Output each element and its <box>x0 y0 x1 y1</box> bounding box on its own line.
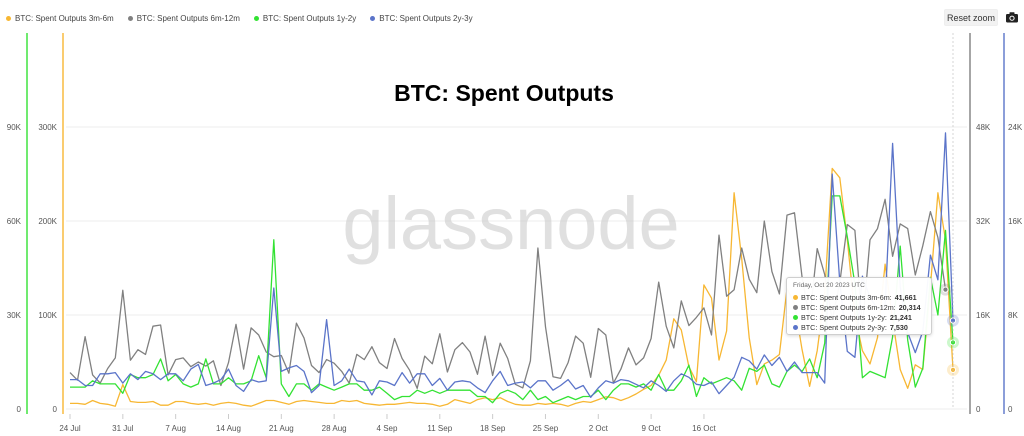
tooltip-label: BTC: Spent Outputs 2y-3y: <box>801 322 887 332</box>
tooltip-label: BTC: Spent Outputs 3m-6m: <box>801 292 892 302</box>
tooltip-label: BTC: Spent Outputs 1y-2y: <box>801 312 887 322</box>
series-line-6m-12m <box>69 198 947 390</box>
tooltip-date: Friday, Oct 20 2023 UTC <box>793 282 865 289</box>
y-tick-label: 300K <box>38 123 57 132</box>
x-tick-label: 24 Jul <box>59 424 81 433</box>
tooltip-value: 41,661 <box>894 292 917 302</box>
y-tick-label: 200K <box>38 217 57 226</box>
legend-label: BTC: Spent Outputs 6m-12m <box>136 13 240 23</box>
x-tick-label: 7 Aug <box>165 424 185 433</box>
x-tick-label: 18 Sep <box>480 424 506 433</box>
tooltip-dot-icon <box>793 324 798 330</box>
y-tick-label: 0 <box>53 405 58 414</box>
tooltip-row: BTC: Spent Outputs 2y-3y: 7,530 <box>793 322 925 332</box>
tooltip-value: 7,530 <box>889 322 908 332</box>
legend-item-0[interactable]: BTC: Spent Outputs 3m-6m <box>6 14 114 23</box>
tooltip-row: BTC: Spent Outputs 6m-12m: 20,314 <box>793 302 925 312</box>
x-tick-label: 21 Aug <box>269 424 294 433</box>
y-tick-label: 0 <box>976 405 981 414</box>
series-line-1y-2y <box>70 195 954 404</box>
tooltip-dot-icon <box>793 314 798 320</box>
x-tick-label: 2 Oct <box>589 424 609 433</box>
x-tick-label: 16 Oct <box>692 424 716 433</box>
legend-dot-icon <box>6 15 11 21</box>
y-tick-label: 16K <box>976 311 991 320</box>
tooltip-label: BTC: Spent Outputs 6m-12m: <box>801 302 896 312</box>
y-tick-label: 32K <box>976 217 991 226</box>
x-tick-label: 14 Aug <box>216 424 241 433</box>
x-tick-label: 11 Sep <box>427 424 452 433</box>
legend-label: BTC: Spent Outputs 2y-3y <box>379 13 473 23</box>
x-tick-label: 4 Sep <box>377 424 398 433</box>
reset-zoom-button[interactable]: Reset zoom <box>944 9 998 26</box>
y-tick-label: 30K <box>7 311 22 320</box>
legend-item-3[interactable]: BTC: Spent Outputs 2y-3y <box>370 13 473 23</box>
chart-tooltip: Friday, Oct 20 2023 UTC BTC: Spent Outpu… <box>786 277 932 335</box>
x-tick-label: 31 Jul <box>112 424 134 433</box>
x-tick-label: 25 Sep <box>533 424 559 433</box>
legend-item-2[interactable]: BTC: Spent Outputs 1y-2y <box>253 13 357 23</box>
legend-label: BTC: Spent Outputs 3m-6m <box>15 13 114 23</box>
watermark: glassnode <box>342 182 679 265</box>
x-tick-label: 9 Oct <box>642 424 662 433</box>
tooltip-row: BTC: Spent Outputs 1y-2y: 21,241 <box>793 312 925 322</box>
series-line-2y-3y <box>70 132 954 398</box>
y-tick-label: 100K <box>38 311 57 320</box>
hover-marker-6m-12m <box>942 286 949 293</box>
chart-title: BTC: Spent Outputs <box>394 80 614 106</box>
tooltip-value: 20,314 <box>898 302 921 312</box>
x-tick-label: 28 Aug <box>322 424 347 433</box>
y-tick-label: 48K <box>976 123 991 132</box>
legend-dot-icon <box>370 15 376 21</box>
tooltip-dot-icon <box>793 304 798 310</box>
legend-item-1[interactable]: BTC: Spent Outputs 6m-12m <box>127 13 240 23</box>
hover-markers <box>939 33 959 409</box>
series-line-3m-6m <box>70 167 954 407</box>
camera-icon[interactable] <box>1005 10 1019 24</box>
tooltip-row: BTC: Spent Outputs 3m-6m: 41,661 <box>793 292 925 302</box>
y-tick-label: 90K <box>7 123 22 132</box>
series-lines <box>69 132 954 407</box>
x-axis-ticks: 24 Jul 31 Jul 7 Aug 14 Aug 21 Aug 28 Aug 4 Sep… <box>59 414 717 433</box>
y-tick-label: 16K <box>1008 217 1023 226</box>
y-axes: 0 30K 60K 90K 0 100K 200K 300K 0 16K 32K 48K 0 8K 16K 2… <box>7 33 1023 414</box>
y-tick-label: 0 <box>1008 405 1013 414</box>
legend-dot-icon <box>253 15 259 21</box>
legend-label: BTC: Spent Outputs 1y-2y <box>262 13 357 23</box>
y-tick-label: 24K <box>1008 123 1023 132</box>
y-tick-label: 8K <box>1008 311 1018 320</box>
y-tick-label: 0 <box>17 405 22 414</box>
tooltip-dot-icon <box>793 294 798 300</box>
chart-legend: BTC: Spent Outputs 3m-6m BTC: Spent Outpu… <box>6 11 473 25</box>
legend-dot-icon <box>127 15 133 21</box>
tooltip-value: 21,241 <box>889 312 912 322</box>
y-tick-label: 60K <box>7 217 22 226</box>
